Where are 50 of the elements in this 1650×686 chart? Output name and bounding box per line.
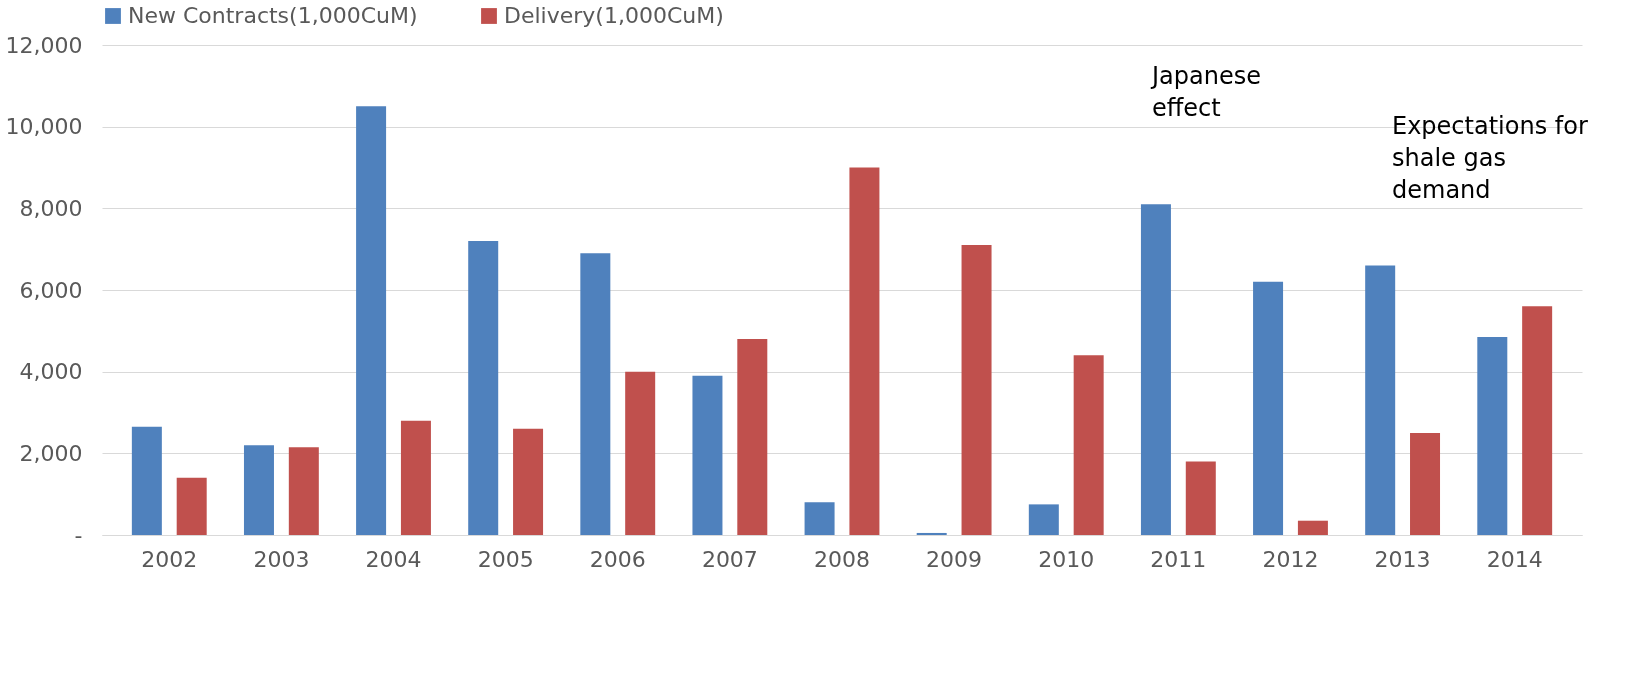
bar	[849, 167, 880, 535]
x-tick-label: 2011	[1150, 546, 1207, 572]
bar	[1028, 504, 1059, 535]
legend-label: Delivery(1,000CuM)	[504, 3, 724, 28]
y-tick-label: 4,000	[19, 359, 83, 385]
x-tick-label: 2002	[141, 546, 198, 572]
bar	[737, 339, 768, 535]
y-tick-label: 8,000	[19, 195, 83, 221]
bar	[625, 371, 656, 535]
bar	[692, 375, 723, 535]
x-tick-label: 2006	[589, 546, 646, 572]
bar	[1140, 204, 1171, 535]
bar	[1253, 281, 1284, 535]
bar	[356, 106, 387, 535]
x-tick-label: 2007	[701, 546, 758, 572]
x-tick-label: 2009	[926, 546, 983, 572]
bar	[176, 477, 207, 535]
bar	[1297, 520, 1328, 535]
annotation: Expectations for shale gas demand	[1392, 112, 1588, 204]
bar	[131, 426, 162, 535]
bar	[580, 253, 611, 535]
bar	[243, 445, 274, 535]
x-tick-label: 2004	[365, 546, 422, 572]
bar	[1477, 336, 1508, 535]
bar	[961, 245, 992, 535]
y-tick-label: 12,000	[5, 32, 83, 58]
bar	[1185, 461, 1216, 535]
x-tick-label: 2008	[814, 546, 870, 572]
x-tick-label: 2005	[477, 546, 534, 572]
x-tick-label: 2012	[1262, 546, 1319, 572]
bar	[804, 502, 835, 535]
bar	[1410, 432, 1441, 535]
x-tick-label: 2014	[1486, 546, 1543, 572]
bar	[400, 420, 431, 535]
bar	[288, 447, 319, 535]
bar	[1073, 355, 1104, 535]
annotation: Japanese effect	[1150, 62, 1261, 122]
y-tick-label: -	[74, 522, 83, 548]
y-tick-label: 10,000	[5, 114, 83, 140]
x-tick-label: 2003	[253, 546, 310, 572]
bar	[916, 532, 947, 535]
bar	[513, 428, 544, 535]
y-tick-label: 2,000	[19, 440, 83, 466]
y-tick-label: 6,000	[19, 277, 83, 303]
x-tick-label: 2010	[1038, 546, 1095, 572]
bar	[468, 241, 499, 535]
bar	[1365, 265, 1396, 535]
bar	[1522, 306, 1553, 535]
legend-label: New Contracts(1,000CuM)	[128, 3, 418, 28]
x-tick-label: 2013	[1374, 546, 1431, 572]
